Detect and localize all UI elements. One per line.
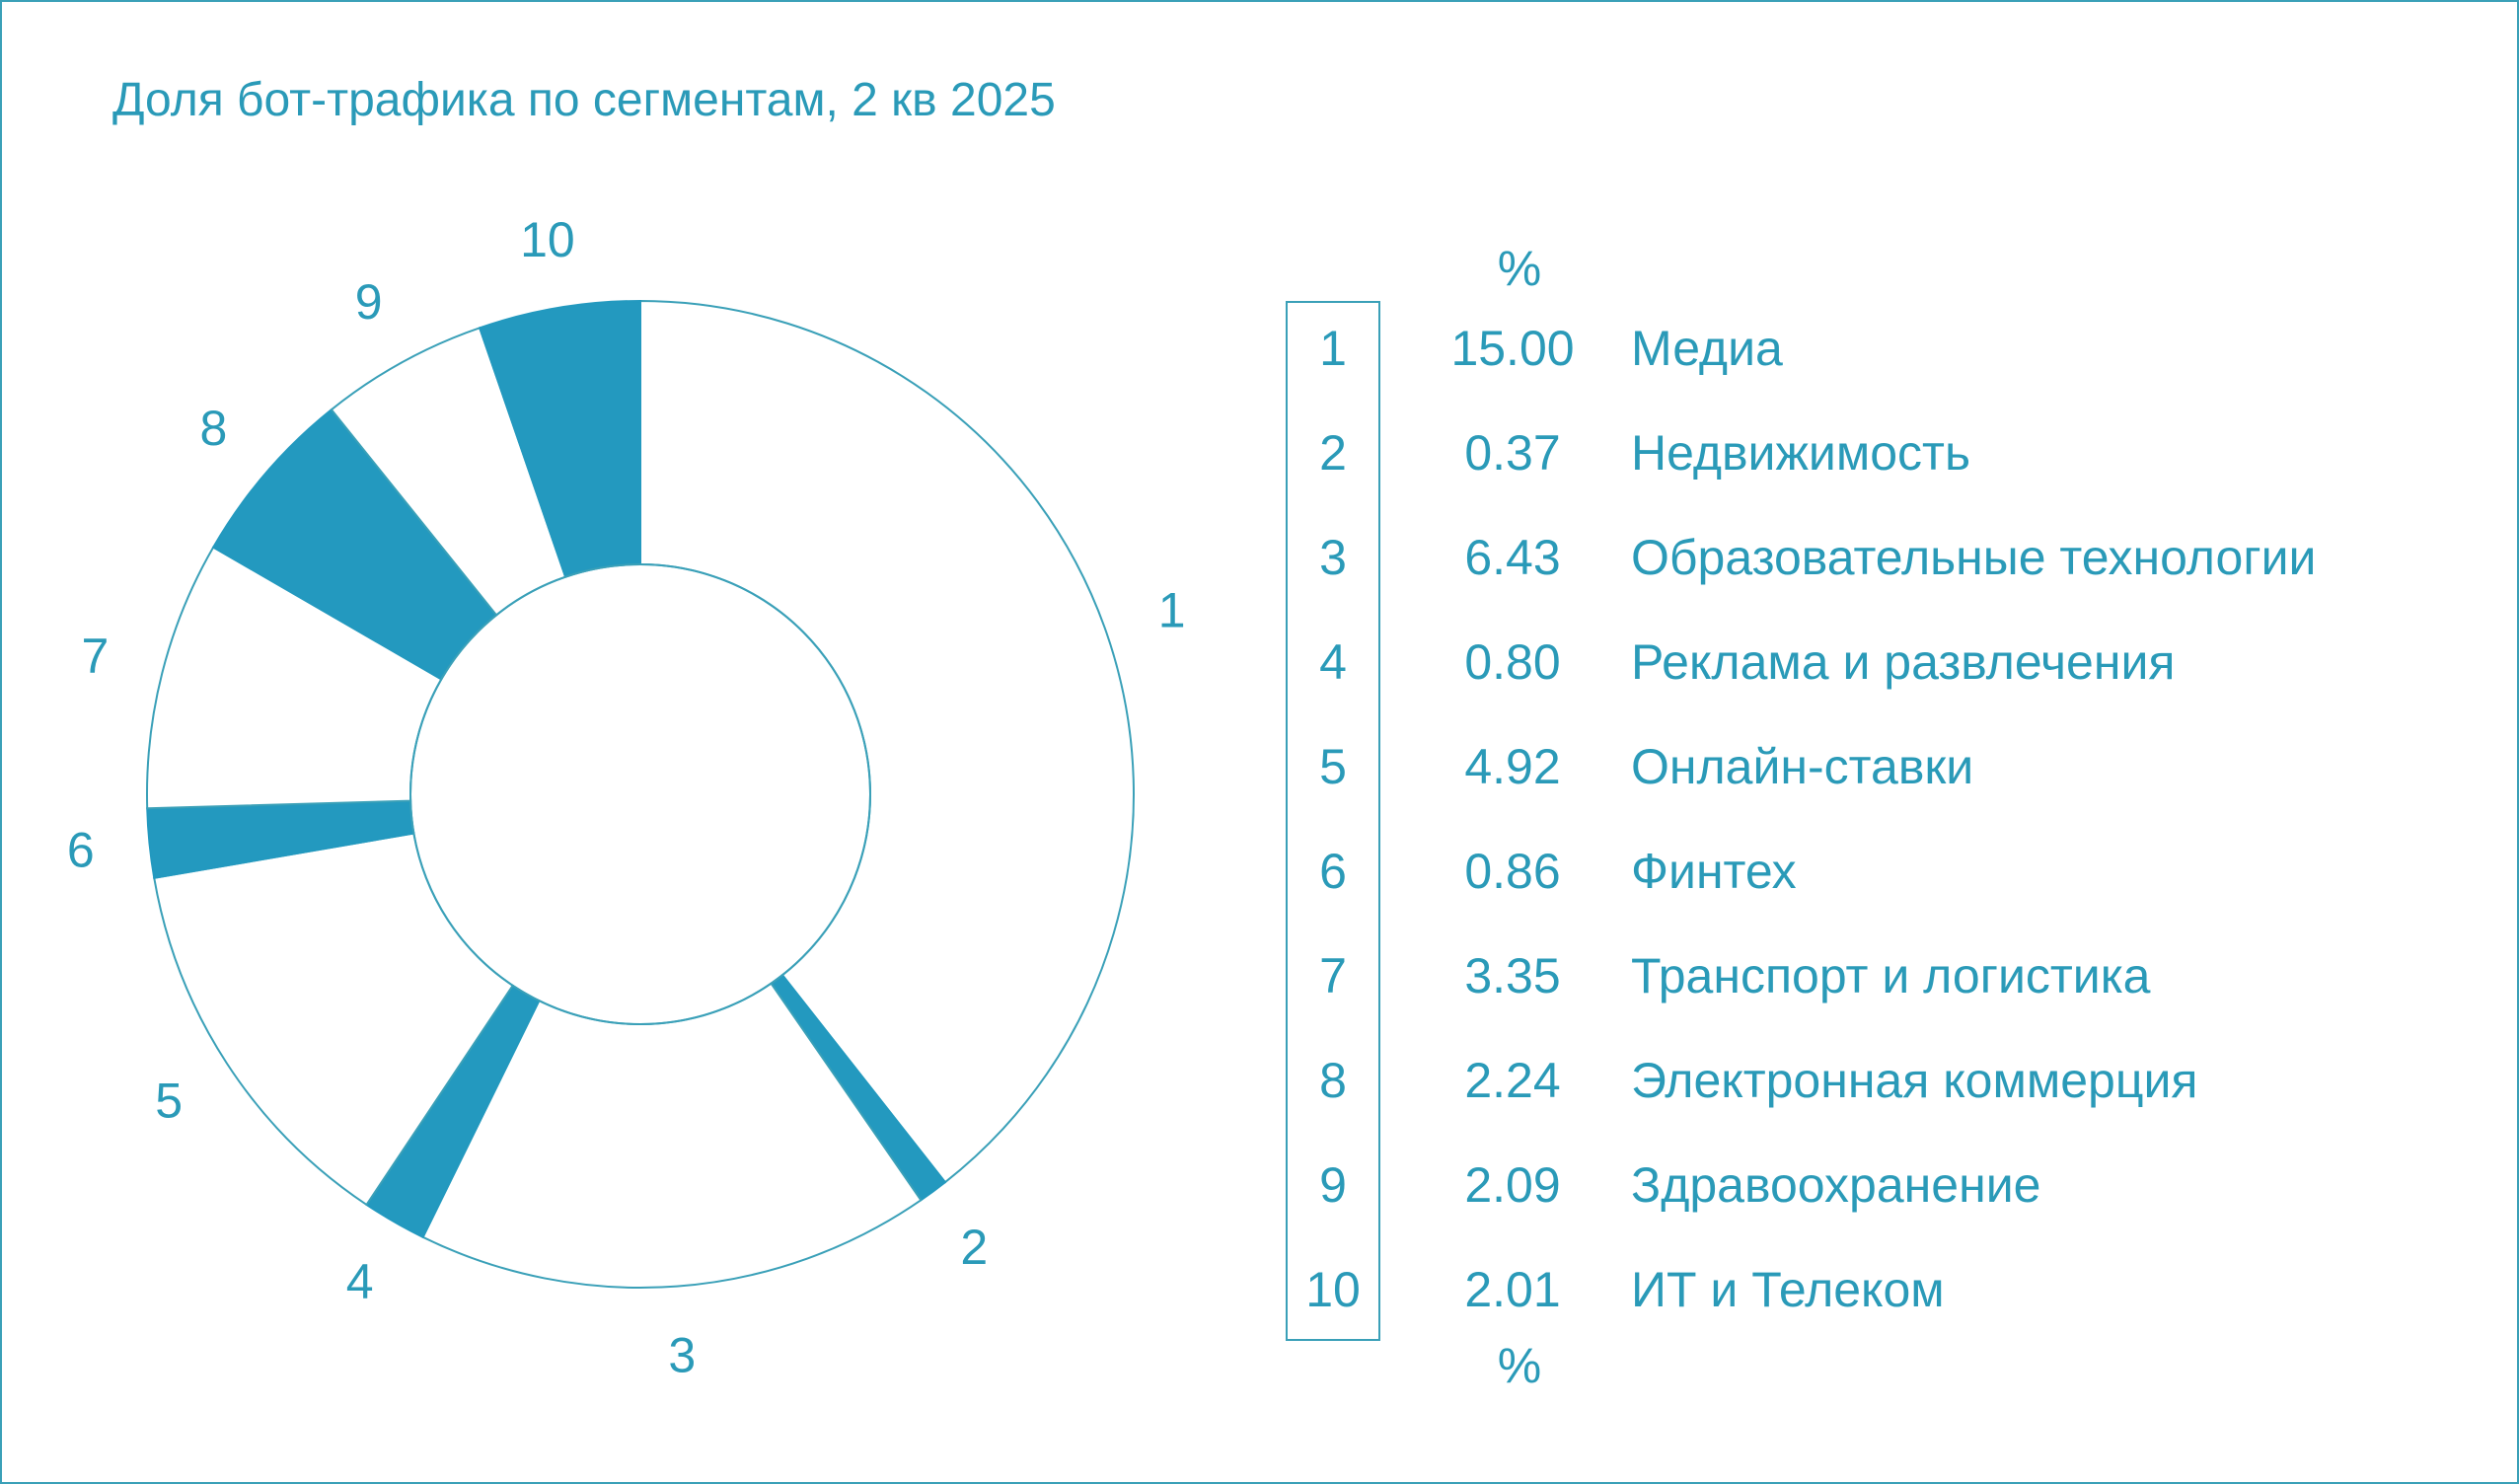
legend-row: 4 0.80 Реклама и развлечения (1286, 610, 2470, 714)
legend-segment-name: Транспорт и логистика (1631, 948, 2151, 1003)
legend-segment-name: Реклама и развлечения (1631, 634, 2176, 690)
chart-title: Доля бот-трафика по сегментам, 2 кв 2025 (112, 74, 1056, 126)
legend-value: 6.43 (1464, 530, 1561, 585)
legend-segment-name: Финтех (1631, 844, 1797, 899)
legend-number: 3 (1319, 530, 1347, 585)
legend-value: 3.35 (1464, 948, 1561, 1003)
slice-label-9: 9 (355, 274, 383, 330)
legend-value: 0.80 (1464, 634, 1561, 690)
legend-number: 1 (1319, 321, 1347, 376)
legend-number: 10 (1305, 1262, 1361, 1317)
slice-label-4: 4 (346, 1254, 374, 1309)
legend-segment-name: Здравоохранение (1631, 1157, 2041, 1213)
legend-segment-name: Образовательные технологии (1631, 530, 2317, 585)
legend-number: 5 (1319, 739, 1347, 794)
legend-value: 2.01 (1464, 1262, 1561, 1317)
legend-row: 8 2.24 Электронная коммерция (1286, 1028, 2470, 1133)
legend-row: 2 0.37 Недвижимость (1286, 401, 2470, 505)
percent-header-top: % (1497, 241, 1542, 296)
legend-number: 9 (1319, 1157, 1347, 1213)
slice-label-3: 3 (668, 1327, 696, 1382)
legend-row: 9 2.09 Здравоохранение (1286, 1133, 2470, 1237)
legend-number: 7 (1319, 948, 1347, 1003)
slice-label-6: 6 (67, 823, 95, 878)
legend-number: 4 (1319, 634, 1347, 690)
slice-label-5: 5 (155, 1074, 183, 1129)
legend-value: 4.92 (1464, 739, 1561, 794)
legend-segment-name: ИТ и Телеком (1631, 1262, 1945, 1317)
legend-value: 15.00 (1450, 321, 1575, 376)
slice-label-1: 1 (1158, 583, 1186, 638)
legend-value: 2.24 (1464, 1053, 1561, 1108)
slice-label-2: 2 (960, 1220, 988, 1275)
legend-number: 2 (1319, 425, 1347, 481)
legend-number: 6 (1319, 844, 1347, 899)
legend-segment-name: Онлайн-ставки (1631, 739, 1974, 794)
legend-value: 2.09 (1464, 1157, 1561, 1213)
legend-segment-name: Медиа (1631, 321, 1783, 376)
legend-value: 0.37 (1464, 425, 1561, 481)
legend-row: 6 0.86 Финтех (1286, 819, 2470, 924)
legend-row: 5 4.92 Онлайн-ставки (1286, 714, 2470, 819)
donut-hole (409, 563, 871, 1025)
slice-label-10: 10 (520, 212, 575, 267)
legend-value: 0.86 (1464, 844, 1561, 899)
slice-label-8: 8 (200, 401, 228, 456)
legend-number-box (1286, 301, 1380, 1341)
legend-row: 3 6.43 Образовательные технологии (1286, 505, 2470, 610)
legend-segment-name: Электронная коммерция (1631, 1053, 2198, 1108)
legend-row: 7 3.35 Транспорт и логистика (1286, 924, 2470, 1028)
percent-header-bottom: % (1497, 1338, 1542, 1393)
legend-row: 10 2.01 ИТ и Телеком (1286, 1237, 2470, 1342)
legend-number: 8 (1319, 1053, 1347, 1108)
slice-label-7: 7 (82, 629, 110, 684)
legend-segment-name: Недвижимость (1631, 425, 1970, 481)
legend-row: 1 15.00 Медиа (1286, 296, 2470, 401)
